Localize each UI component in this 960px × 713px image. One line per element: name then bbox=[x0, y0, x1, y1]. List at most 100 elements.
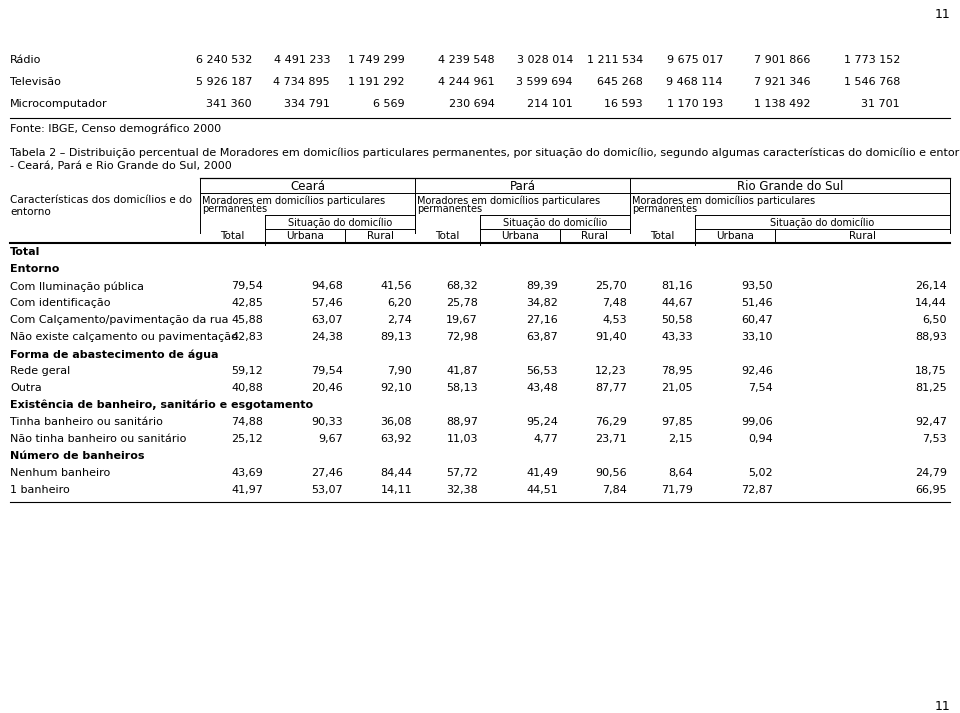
Text: Ceará: Ceará bbox=[290, 180, 325, 193]
Text: 7,84: 7,84 bbox=[602, 485, 627, 495]
Text: Rural: Rural bbox=[582, 231, 609, 241]
Text: 89,39: 89,39 bbox=[526, 281, 558, 291]
Text: 63,92: 63,92 bbox=[380, 434, 412, 444]
Text: 24,38: 24,38 bbox=[311, 332, 343, 342]
Text: 4 239 548: 4 239 548 bbox=[439, 55, 495, 65]
Text: 4 491 233: 4 491 233 bbox=[274, 55, 330, 65]
Text: 90,56: 90,56 bbox=[595, 468, 627, 478]
Text: 51,46: 51,46 bbox=[741, 298, 773, 308]
Text: Urbana: Urbana bbox=[501, 231, 539, 241]
Text: 79,54: 79,54 bbox=[231, 281, 263, 291]
Text: 334 791: 334 791 bbox=[284, 99, 330, 109]
Text: 341 360: 341 360 bbox=[206, 99, 252, 109]
Text: 36,08: 36,08 bbox=[380, 417, 412, 427]
Text: 19,67: 19,67 bbox=[446, 315, 478, 325]
Text: 5 926 187: 5 926 187 bbox=[196, 77, 252, 87]
Text: Com Calçamento/pavimentação da rua: Com Calçamento/pavimentação da rua bbox=[10, 315, 228, 325]
Text: Rural: Rural bbox=[367, 231, 394, 241]
Text: 63,87: 63,87 bbox=[526, 332, 558, 342]
Text: 99,06: 99,06 bbox=[741, 417, 773, 427]
Text: Moradores em domicílios particulares: Moradores em domicílios particulares bbox=[202, 195, 385, 205]
Text: 41,49: 41,49 bbox=[526, 468, 558, 478]
Text: 88,93: 88,93 bbox=[915, 332, 947, 342]
Text: 44,67: 44,67 bbox=[661, 298, 693, 308]
Text: 94,68: 94,68 bbox=[311, 281, 343, 291]
Text: 90,33: 90,33 bbox=[311, 417, 343, 427]
Text: 41,97: 41,97 bbox=[231, 485, 263, 495]
Text: 27,16: 27,16 bbox=[526, 315, 558, 325]
Text: 43,33: 43,33 bbox=[661, 332, 693, 342]
Text: 89,13: 89,13 bbox=[380, 332, 412, 342]
Text: 40,88: 40,88 bbox=[231, 383, 263, 393]
Text: 91,40: 91,40 bbox=[595, 332, 627, 342]
Text: Número de banheiros: Número de banheiros bbox=[10, 451, 145, 461]
Text: 45,88: 45,88 bbox=[231, 315, 263, 325]
Text: 7 921 346: 7 921 346 bbox=[754, 77, 810, 87]
Text: 14,11: 14,11 bbox=[380, 485, 412, 495]
Text: 57,46: 57,46 bbox=[311, 298, 343, 308]
Text: 645 268: 645 268 bbox=[597, 77, 643, 87]
Text: Entorno: Entorno bbox=[10, 264, 60, 274]
Text: 57,72: 57,72 bbox=[446, 468, 478, 478]
Text: 7,90: 7,90 bbox=[387, 366, 412, 376]
Text: 59,12: 59,12 bbox=[231, 366, 263, 376]
Text: 6,50: 6,50 bbox=[923, 315, 947, 325]
Text: 1 546 768: 1 546 768 bbox=[844, 77, 900, 87]
Text: permanentes: permanentes bbox=[202, 204, 267, 214]
Text: 60,47: 60,47 bbox=[741, 315, 773, 325]
Text: Televisão: Televisão bbox=[10, 77, 60, 87]
Text: Outra: Outra bbox=[10, 383, 41, 393]
Text: 6,20: 6,20 bbox=[388, 298, 412, 308]
Text: 11: 11 bbox=[934, 8, 950, 21]
Text: Forma de abastecimento de água: Forma de abastecimento de água bbox=[10, 349, 219, 359]
Text: 43,69: 43,69 bbox=[231, 468, 263, 478]
Text: 16 593: 16 593 bbox=[605, 99, 643, 109]
Text: 18,75: 18,75 bbox=[915, 366, 947, 376]
Text: Rádio: Rádio bbox=[10, 55, 41, 65]
Text: 34,82: 34,82 bbox=[526, 298, 558, 308]
Text: Moradores em domicílios particulares: Moradores em domicílios particulares bbox=[417, 195, 600, 205]
Text: 21,05: 21,05 bbox=[661, 383, 693, 393]
Text: 27,46: 27,46 bbox=[311, 468, 343, 478]
Text: 72,87: 72,87 bbox=[741, 485, 773, 495]
Text: 41,87: 41,87 bbox=[446, 366, 478, 376]
Text: Com identificação: Com identificação bbox=[10, 298, 110, 308]
Text: Tinha banheiro ou sanitário: Tinha banheiro ou sanitário bbox=[10, 417, 163, 427]
Text: 74,88: 74,88 bbox=[231, 417, 263, 427]
Text: 79,54: 79,54 bbox=[311, 366, 343, 376]
Text: 43,48: 43,48 bbox=[526, 383, 558, 393]
Text: Situação do domicílio: Situação do domicílio bbox=[770, 217, 875, 227]
Text: 68,32: 68,32 bbox=[446, 281, 478, 291]
Text: 93,50: 93,50 bbox=[741, 281, 773, 291]
Text: 9 675 017: 9 675 017 bbox=[666, 55, 723, 65]
Text: 4,77: 4,77 bbox=[533, 434, 558, 444]
Text: Situação do domicílio: Situação do domicílio bbox=[503, 217, 607, 227]
Text: Não existe calçamento ou pavimentação: Não existe calçamento ou pavimentação bbox=[10, 332, 238, 342]
Text: 20,46: 20,46 bbox=[311, 383, 343, 393]
Text: 3 599 694: 3 599 694 bbox=[516, 77, 573, 87]
Text: 58,13: 58,13 bbox=[446, 383, 478, 393]
Text: 53,07: 53,07 bbox=[311, 485, 343, 495]
Text: 1 191 292: 1 191 292 bbox=[348, 77, 405, 87]
Text: 7,48: 7,48 bbox=[602, 298, 627, 308]
Text: permanentes: permanentes bbox=[632, 204, 697, 214]
Text: 87,77: 87,77 bbox=[595, 383, 627, 393]
Text: 25,78: 25,78 bbox=[446, 298, 478, 308]
Text: 1 138 492: 1 138 492 bbox=[754, 99, 810, 109]
Text: 84,44: 84,44 bbox=[380, 468, 412, 478]
Text: 24,79: 24,79 bbox=[915, 468, 947, 478]
Text: 214 101: 214 101 bbox=[527, 99, 573, 109]
Text: 25,12: 25,12 bbox=[231, 434, 263, 444]
Text: Fonte: IBGE, Censo demográfico 2000: Fonte: IBGE, Censo demográfico 2000 bbox=[10, 123, 221, 133]
Text: entorno: entorno bbox=[10, 207, 51, 217]
Text: Nenhum banheiro: Nenhum banheiro bbox=[10, 468, 110, 478]
Text: 9 468 114: 9 468 114 bbox=[666, 77, 723, 87]
Text: 72,98: 72,98 bbox=[446, 332, 478, 342]
Text: Com Iluminação pública: Com Iluminação pública bbox=[10, 281, 144, 292]
Text: 42,83: 42,83 bbox=[231, 332, 263, 342]
Text: Rio Grande do Sul: Rio Grande do Sul bbox=[737, 180, 843, 193]
Text: 6 240 532: 6 240 532 bbox=[196, 55, 252, 65]
Text: Situação do domicílio: Situação do domicílio bbox=[288, 217, 392, 227]
Text: 26,14: 26,14 bbox=[915, 281, 947, 291]
Text: 5,02: 5,02 bbox=[749, 468, 773, 478]
